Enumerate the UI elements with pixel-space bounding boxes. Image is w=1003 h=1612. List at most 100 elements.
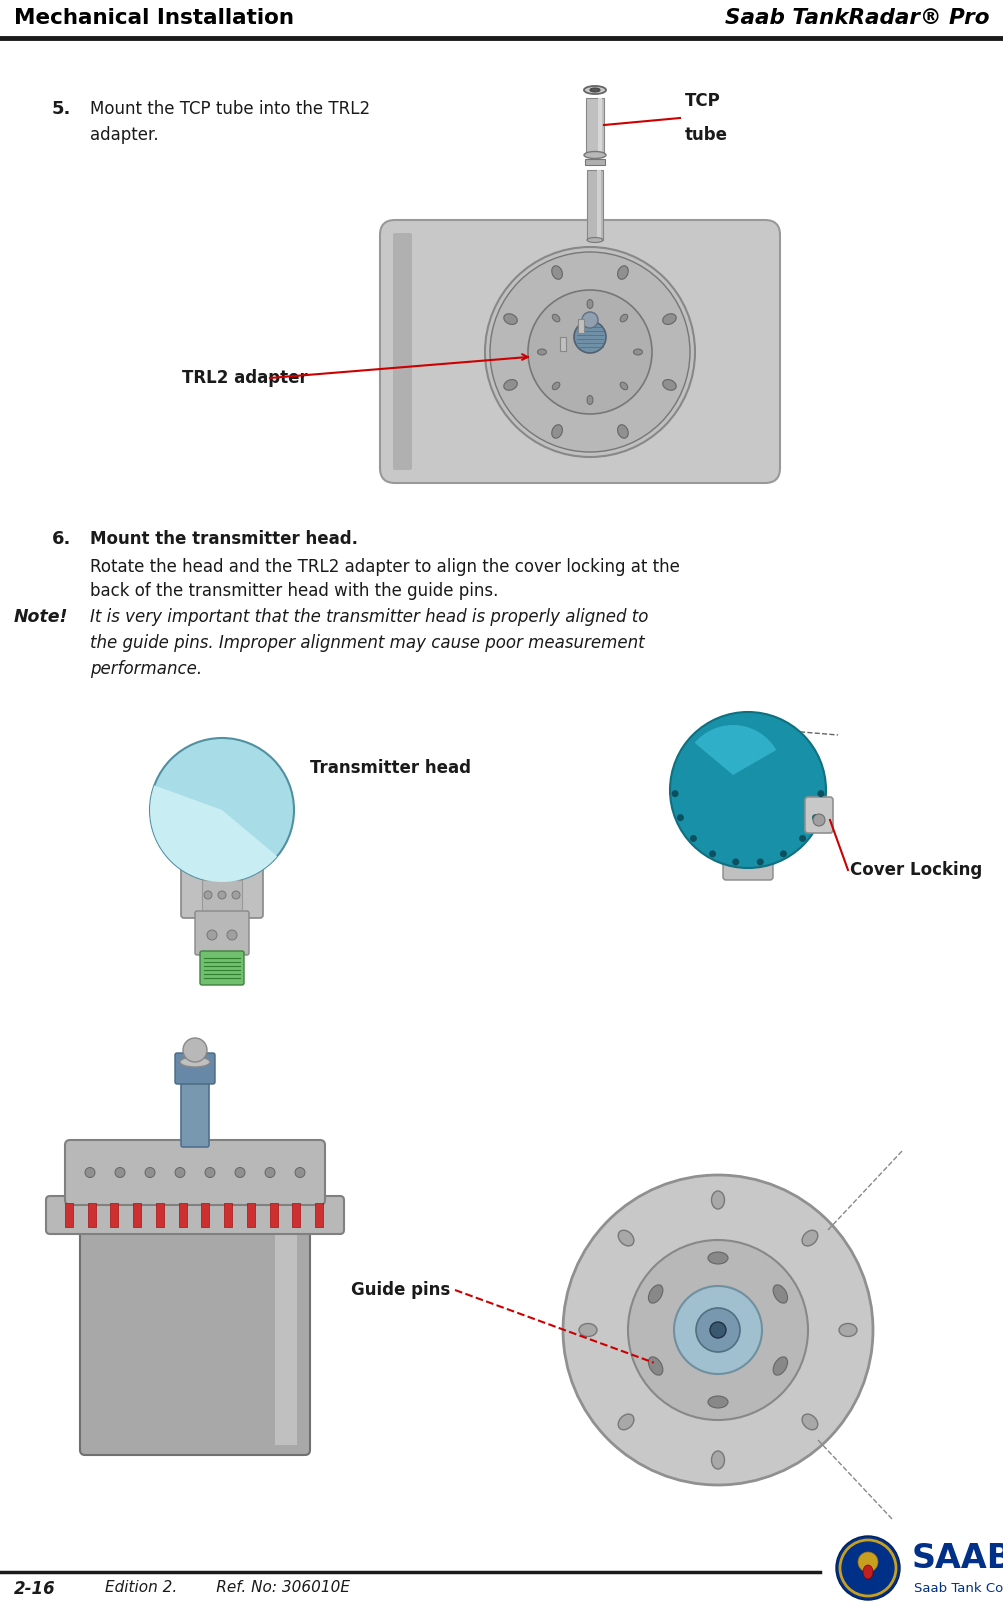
Text: TCP: TCP: [684, 92, 720, 110]
FancyBboxPatch shape: [392, 234, 411, 471]
Ellipse shape: [618, 1230, 633, 1246]
Text: Note!: Note!: [14, 608, 68, 625]
Bar: [578, 319, 584, 334]
Ellipse shape: [587, 300, 593, 308]
Ellipse shape: [617, 424, 628, 438]
FancyBboxPatch shape: [65, 1140, 325, 1206]
Circle shape: [207, 930, 217, 940]
FancyBboxPatch shape: [722, 837, 772, 880]
Text: the guide pins. Improper alignment may cause poor measurement: the guide pins. Improper alignment may c…: [90, 634, 644, 651]
Text: SAAB: SAAB: [911, 1541, 1003, 1575]
Circle shape: [779, 850, 786, 858]
Bar: [292, 1203, 300, 1227]
Ellipse shape: [839, 1323, 857, 1336]
Circle shape: [489, 251, 689, 451]
Text: 2-16: 2-16: [14, 1580, 56, 1597]
Circle shape: [695, 1307, 739, 1352]
Circle shape: [676, 814, 683, 821]
Text: Transmitter head: Transmitter head: [310, 759, 470, 777]
Bar: [179, 1203, 187, 1227]
Bar: [202, 1203, 210, 1227]
Text: adapter.: adapter.: [90, 126, 158, 143]
Text: Guide pins: Guide pins: [350, 1282, 449, 1299]
Circle shape: [563, 1175, 873, 1485]
Circle shape: [574, 321, 606, 353]
Circle shape: [709, 1322, 725, 1338]
Text: 6.: 6.: [52, 530, 71, 548]
Circle shape: [484, 247, 694, 456]
Bar: [560, 337, 566, 351]
Ellipse shape: [552, 424, 562, 438]
Circle shape: [708, 850, 715, 858]
Circle shape: [835, 1536, 899, 1601]
Ellipse shape: [584, 152, 606, 158]
Ellipse shape: [633, 350, 642, 355]
Bar: [597, 169, 601, 240]
Ellipse shape: [662, 379, 676, 390]
Ellipse shape: [711, 1191, 724, 1209]
Circle shape: [812, 814, 824, 825]
Circle shape: [205, 1167, 215, 1177]
Circle shape: [811, 814, 818, 821]
Ellipse shape: [180, 1057, 210, 1067]
Text: Saab TankRadar® Pro: Saab TankRadar® Pro: [725, 8, 989, 27]
Circle shape: [671, 790, 678, 798]
Bar: [247, 1203, 255, 1227]
Text: 5.: 5.: [52, 100, 71, 118]
FancyBboxPatch shape: [175, 1053, 215, 1083]
Ellipse shape: [587, 237, 603, 242]
Text: Rotate the head and the TRL2 adapter to align the cover locking at the: Rotate the head and the TRL2 adapter to …: [90, 558, 679, 575]
Ellipse shape: [801, 1230, 817, 1246]
Circle shape: [227, 930, 237, 940]
Bar: [133, 1203, 141, 1227]
Ellipse shape: [618, 1414, 633, 1430]
Text: tube: tube: [684, 126, 727, 143]
Circle shape: [731, 859, 738, 866]
Ellipse shape: [579, 1323, 597, 1336]
Ellipse shape: [590, 89, 600, 92]
FancyBboxPatch shape: [200, 951, 244, 985]
Ellipse shape: [620, 314, 627, 322]
Circle shape: [582, 313, 598, 327]
Text: Edition 2.        Ref. No: 306010E: Edition 2. Ref. No: 306010E: [105, 1580, 350, 1594]
Ellipse shape: [552, 314, 560, 322]
Text: Mount the transmitter head.: Mount the transmitter head.: [90, 530, 358, 548]
Bar: [110, 1203, 118, 1227]
Circle shape: [265, 1167, 275, 1177]
Circle shape: [218, 891, 226, 899]
Bar: [585, 160, 605, 164]
Circle shape: [798, 835, 805, 841]
Ellipse shape: [711, 1451, 724, 1469]
Bar: [155, 1203, 163, 1227]
Circle shape: [816, 790, 823, 798]
Circle shape: [175, 1167, 185, 1177]
Circle shape: [858, 1552, 878, 1572]
Bar: [269, 1203, 277, 1227]
Ellipse shape: [504, 314, 517, 324]
Bar: [315, 1203, 323, 1227]
Ellipse shape: [648, 1285, 662, 1302]
Ellipse shape: [504, 379, 517, 390]
Ellipse shape: [620, 382, 627, 390]
Ellipse shape: [772, 1285, 786, 1302]
Text: back of the transmitter head with the guide pins.: back of the transmitter head with the gu…: [90, 582, 497, 600]
Circle shape: [149, 738, 294, 882]
Bar: [65, 1203, 73, 1227]
FancyBboxPatch shape: [181, 862, 263, 917]
Bar: [586, 98, 604, 155]
Circle shape: [627, 1240, 807, 1420]
Text: performance.: performance.: [90, 659, 202, 679]
Bar: [224, 1203, 232, 1227]
FancyBboxPatch shape: [46, 1196, 344, 1235]
Circle shape: [144, 1167, 154, 1177]
Text: Saab Tank Control: Saab Tank Control: [913, 1581, 1003, 1594]
Ellipse shape: [648, 1357, 662, 1375]
Ellipse shape: [707, 1396, 727, 1407]
Ellipse shape: [707, 1253, 727, 1264]
FancyBboxPatch shape: [80, 1215, 310, 1456]
Circle shape: [232, 891, 240, 899]
Circle shape: [115, 1167, 125, 1177]
Bar: [598, 98, 602, 155]
Bar: [275, 1225, 297, 1444]
Circle shape: [295, 1167, 305, 1177]
